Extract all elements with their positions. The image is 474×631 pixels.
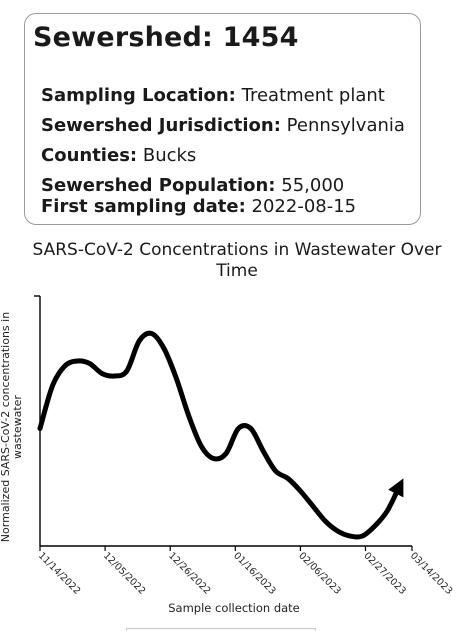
- x-axis-label: Sample collection date: [168, 601, 300, 615]
- jurisdiction-row: Sewershed Jurisdiction: Pennsylvania: [41, 115, 405, 136]
- chart-title: SARS-CoV-2 Concentrations in Wastewater …: [0, 240, 474, 282]
- x-tick-label: 11/14/2022: [36, 550, 83, 597]
- chart-title-line-2: Time: [216, 261, 258, 281]
- sampling-location-label: Sampling Location:: [41, 85, 236, 106]
- jurisdiction-value: Pennsylvania: [286, 115, 405, 136]
- first-sampling-value: 2022-08-15: [251, 196, 357, 217]
- concentration-series-line: [37, 330, 404, 540]
- bottom-control-edge: [126, 628, 316, 631]
- x-tick-label: 02/27/2023: [361, 550, 408, 597]
- x-tick-label: 02/06/2023: [296, 550, 343, 597]
- sampling-location-value: Treatment plant: [241, 85, 385, 106]
- chart-title-line-1: SARS-CoV-2 Concentrations in Wastewater …: [32, 240, 442, 260]
- population-row: Sewershed Population: 55,000: [41, 175, 344, 196]
- population-label: Sewershed Population:: [41, 175, 276, 196]
- sewershed-title: Sewershed: 1454: [33, 22, 299, 53]
- y-axis-label-line: wastewater: [11, 395, 24, 459]
- x-tick-label: 12/05/2022: [101, 550, 148, 597]
- population-value: 55,000: [281, 175, 345, 196]
- counties-label: Counties:: [41, 145, 138, 166]
- sewershed-info-card: Sewershed: 1454 Sampling Location: Treat…: [24, 13, 421, 225]
- x-tick-label: 01/16/2023: [231, 550, 278, 597]
- first-sampling-row: First sampling date: 2022-08-15: [41, 196, 356, 217]
- counties-value: Bucks: [142, 145, 197, 166]
- counties-row: Counties: Bucks: [41, 145, 196, 166]
- x-tick-label: 12/26/2022: [166, 550, 213, 597]
- y-axis-label-line: Normalized SARS-CoV-2 concentrations in: [0, 312, 12, 542]
- first-sampling-label: First sampling date:: [41, 196, 246, 217]
- jurisdiction-label: Sewershed Jurisdiction:: [41, 115, 281, 136]
- sampling-location-row: Sampling Location: Treatment plant: [41, 85, 385, 106]
- x-tick-label: 03/14/2023: [408, 550, 455, 597]
